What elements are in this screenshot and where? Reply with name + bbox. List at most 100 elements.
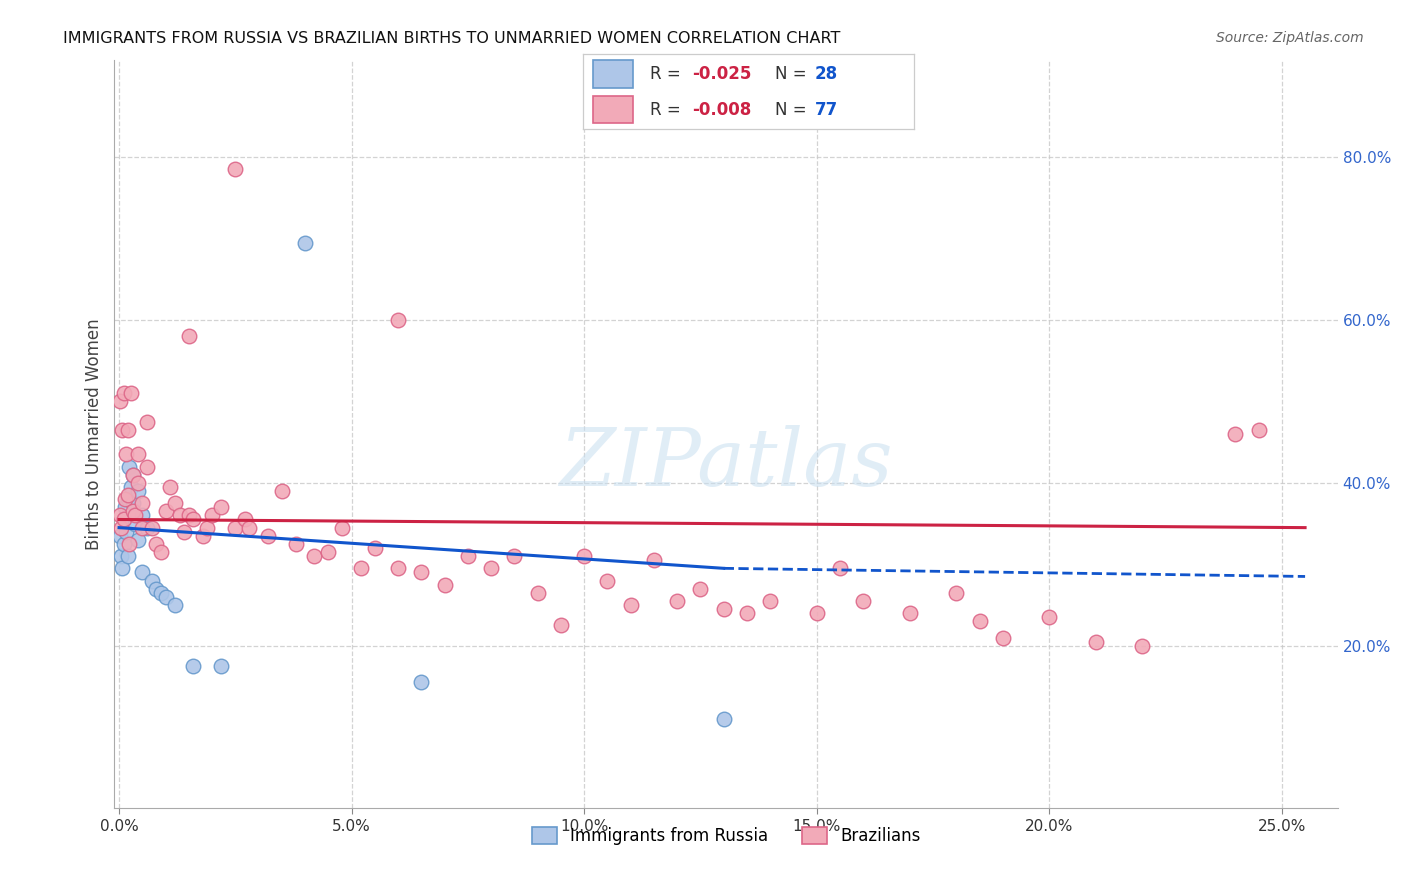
Point — [270, 483, 292, 498]
Point — [115, 524, 138, 539]
Point — [112, 512, 135, 526]
Point — [122, 504, 145, 518]
Point — [124, 508, 146, 523]
Point — [110, 394, 132, 409]
Point — [183, 512, 205, 526]
Point — [713, 602, 735, 616]
Point — [163, 598, 186, 612]
Point — [572, 549, 595, 563]
Point — [191, 529, 214, 543]
Point — [411, 675, 433, 690]
Point — [364, 541, 387, 555]
Point — [457, 549, 479, 563]
Point — [433, 577, 456, 591]
Point — [122, 496, 145, 510]
Point — [759, 594, 782, 608]
Point — [479, 561, 502, 575]
Point — [991, 631, 1014, 645]
Point — [141, 521, 163, 535]
Point — [1247, 423, 1270, 437]
Point — [596, 574, 619, 588]
Text: -0.025: -0.025 — [693, 65, 752, 83]
Point — [117, 488, 139, 502]
Point — [969, 614, 991, 628]
Point — [163, 496, 186, 510]
Point — [145, 582, 167, 596]
Point — [169, 508, 191, 523]
Point — [828, 561, 851, 575]
Point — [155, 504, 177, 518]
Point — [127, 447, 149, 461]
Point — [1038, 610, 1060, 624]
Point — [108, 508, 131, 523]
Point — [114, 500, 136, 515]
Point — [257, 529, 280, 543]
Point — [735, 606, 758, 620]
Point — [209, 500, 232, 515]
Point — [173, 524, 195, 539]
Point — [503, 549, 526, 563]
Point — [112, 512, 135, 526]
Point — [284, 537, 307, 551]
Point — [127, 533, 149, 547]
Point — [118, 459, 141, 474]
Text: -0.008: -0.008 — [693, 101, 752, 119]
Point — [159, 480, 181, 494]
Point — [117, 492, 139, 507]
Point — [183, 659, 205, 673]
Point — [120, 386, 142, 401]
Point — [201, 508, 224, 523]
Point — [155, 590, 177, 604]
Point — [713, 712, 735, 726]
Point — [898, 606, 921, 620]
Point — [122, 467, 145, 482]
Point — [238, 521, 260, 535]
Point — [209, 659, 232, 673]
Text: N =: N = — [775, 65, 813, 83]
Point — [136, 415, 159, 429]
Point — [318, 545, 340, 559]
Point — [149, 545, 172, 559]
FancyBboxPatch shape — [593, 61, 633, 87]
Point — [330, 521, 353, 535]
Point — [131, 566, 153, 580]
Point — [1130, 639, 1153, 653]
Text: ZIPatlas: ZIPatlas — [560, 425, 893, 503]
Point — [526, 586, 548, 600]
Point — [149, 586, 172, 600]
Point — [145, 537, 167, 551]
Point — [945, 586, 967, 600]
Point — [114, 492, 136, 507]
Point — [131, 496, 153, 510]
Point — [852, 594, 875, 608]
Point — [197, 521, 219, 535]
Legend: Immigrants from Russia, Brazilians: Immigrants from Russia, Brazilians — [531, 827, 921, 845]
Point — [411, 566, 433, 580]
Point — [304, 549, 326, 563]
Point — [110, 521, 132, 535]
Point — [1084, 634, 1107, 648]
Point — [136, 459, 159, 474]
Text: Source: ZipAtlas.com: Source: ZipAtlas.com — [1216, 31, 1364, 45]
Point — [141, 574, 163, 588]
Point — [112, 386, 135, 401]
Point — [387, 561, 409, 575]
Text: N =: N = — [775, 101, 813, 119]
Point — [224, 521, 246, 535]
Point — [620, 598, 643, 612]
Point — [233, 512, 256, 526]
FancyBboxPatch shape — [593, 96, 633, 123]
Point — [136, 521, 159, 535]
Point — [643, 553, 665, 567]
Point — [689, 582, 711, 596]
Point — [117, 549, 139, 563]
Point — [124, 516, 146, 531]
Point — [117, 423, 139, 437]
Point — [666, 594, 689, 608]
Point — [111, 561, 134, 575]
Point — [224, 162, 246, 177]
Point — [177, 508, 200, 523]
Point — [177, 329, 200, 343]
Point — [111, 423, 134, 437]
Point — [112, 537, 135, 551]
